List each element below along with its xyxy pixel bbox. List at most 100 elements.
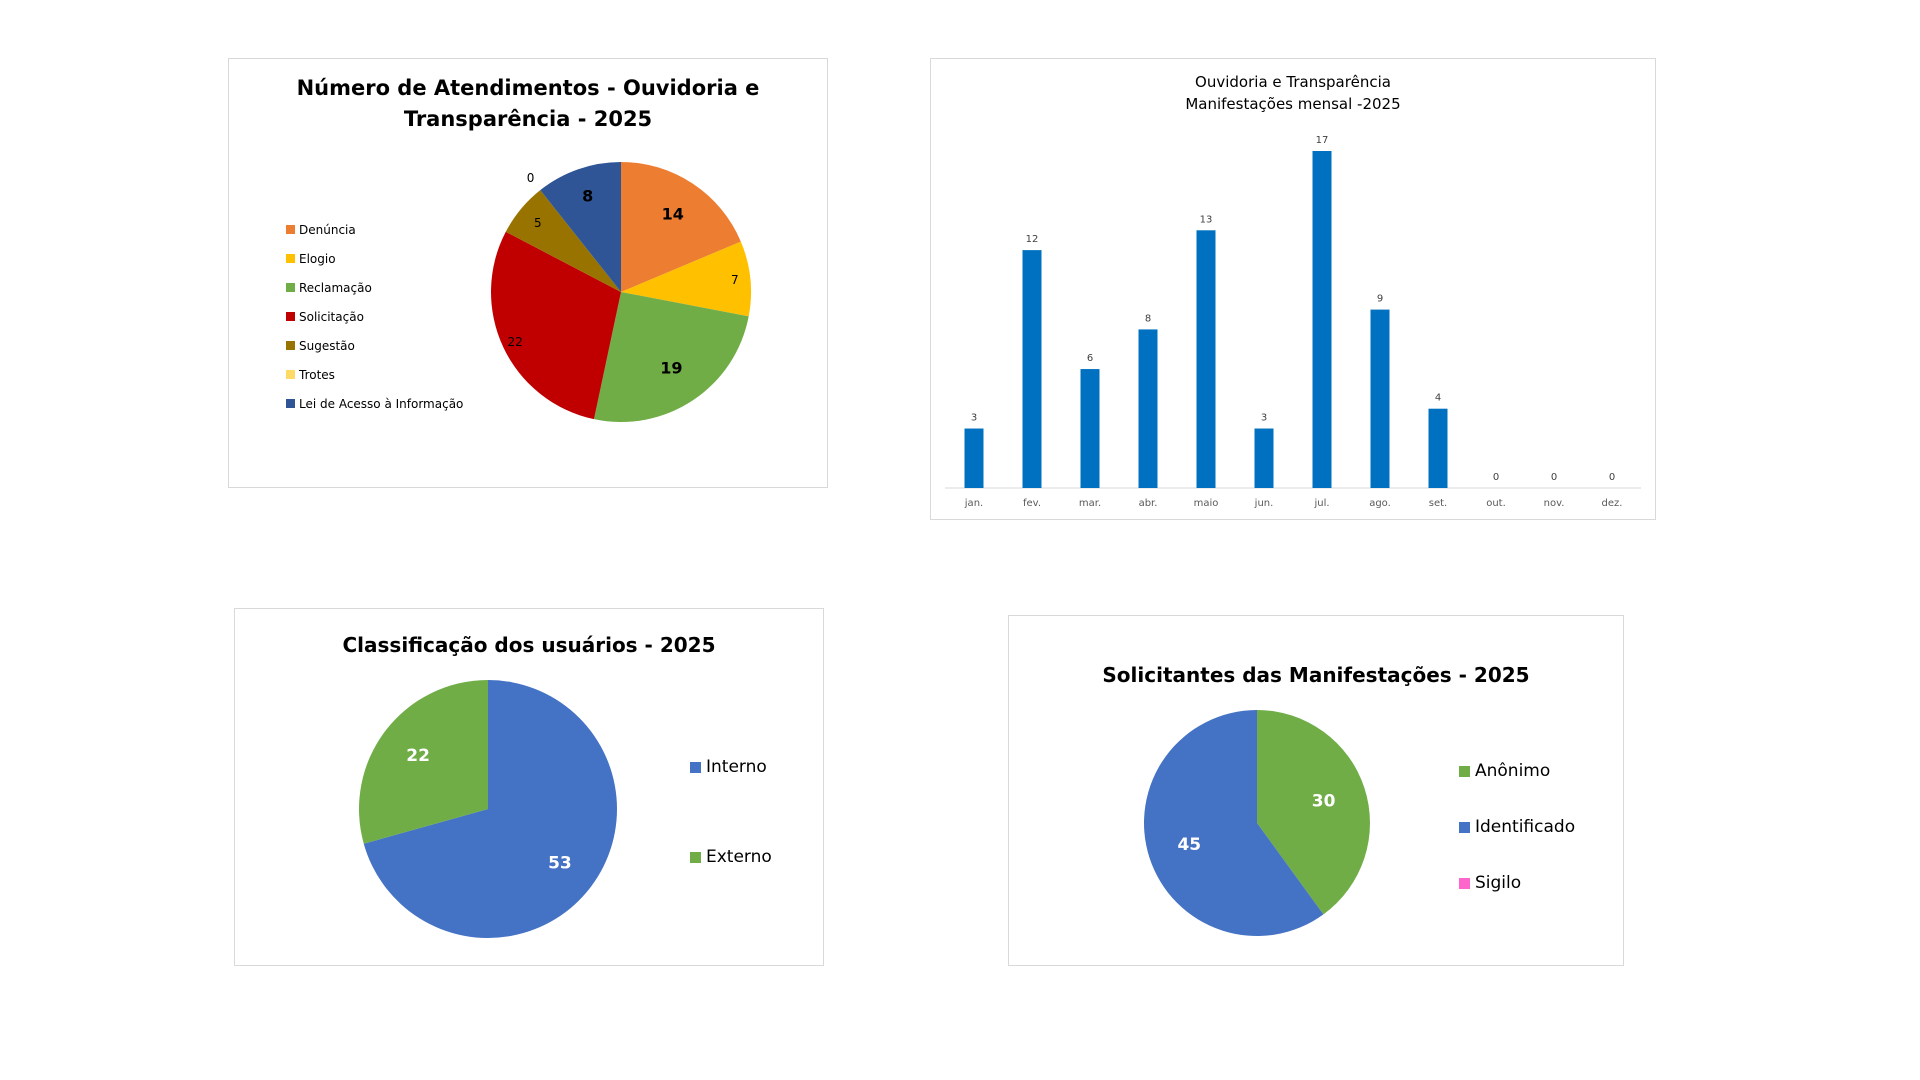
legend-item-lai: Lei de Acesso à Informação [286,389,463,418]
legend-label-solicitacao: Solicitação [299,309,364,324]
pie-slice-solicitacao [491,231,621,420]
legend-item-solicitacao: Solicitação [286,302,463,331]
chart-atendimentos-pie: 14 7 19 22 5 0 8 [491,162,751,422]
chart-solicitantes-legend: Anônimo Identificado Sigilo [1459,759,1575,895]
chart-atendimentos-title-line-2: Transparência - 2025 [403,107,653,131]
bar-value-label-set: 4 [1435,393,1441,404]
chart-mensal-title-line-1: Ouvidoria e Transparência [1195,73,1391,91]
pie-label-externo: 22 [406,746,430,766]
legend-label-externo: Externo [706,847,772,867]
x-tick-label-dez: dez. [1602,498,1623,509]
x-tick-label-fev: fev. [1023,498,1041,509]
pie-label-lei-de-acesso-a-informacao: 8 [582,187,593,206]
chart-solicitantes-panel: Solicitantes das Manifestações - 2025 30… [1008,615,1624,966]
legend-item-trotes: Trotes [286,360,463,389]
chart-mensal-title: Ouvidoria e Transparência Manifestações … [931,71,1655,115]
legend-item-identificado: Identificado [1459,815,1575,839]
x-tick-label-abr: abr. [1139,498,1158,509]
pie-slice-reclamacao [593,292,749,422]
legend-swatch-elogio [286,254,295,263]
legend-swatch-anonimo [1459,765,1470,777]
legend-label-sugestao: Sugestão [299,338,355,353]
chart-mensal-bars: 3 jan. 12 fev. 6 mar. 8 abr. 13 maio 3 jun. 17 jul. 9 a… [945,135,1641,509]
pie-slice-externo [359,680,488,844]
pie-slice-sugestao [505,190,621,292]
chart-solicitantes-title: Solicitantes das Manifestações - 2025 [1102,663,1530,687]
bar-mar [1080,369,1100,488]
legend-swatch-sigilo [1459,877,1470,889]
legend-label-denuncia: Denúncia [299,222,356,237]
chart-classificacao-title: Classificação dos usuários - 2025 [342,633,716,657]
pie-slice-interno [363,680,617,938]
legend-item-sigilo: Sigilo [1459,871,1575,895]
legend-swatch-trotes [286,370,295,379]
chart-classificacao-legend: Interno Externo [690,755,772,869]
bar-value-label-ago: 9 [1377,294,1383,305]
chart-mensal-title-line-2: Manifestações mensal -2025 [1185,95,1401,113]
legend-label-sigilo: Sigilo [1475,873,1522,893]
bar-value-label-jan: 3 [971,413,977,424]
x-tick-label-set: set. [1429,498,1447,509]
pie-slice-denuncia [621,162,741,292]
legend-item-interno: Interno [690,755,772,779]
pie-slice-anonimo [1257,710,1370,915]
chart-atendimentos-title-line-1: Número de Atendimentos - Ouvidoria e [296,76,760,100]
pie-slice-lei-de-acesso-a-informacao [540,162,621,292]
x-tick-label-ago: ago. [1369,498,1391,509]
bar-abr [1138,329,1158,488]
legend-item-externo: Externo [690,845,772,869]
legend-label-reclamacao: Reclamação [299,280,372,295]
legend-swatch-identificado [1459,821,1470,833]
legend-item-anonimo: Anônimo [1459,759,1575,783]
chart-atendimentos-legend: Denúncia Elogio Reclamação Solicitação S… [286,215,463,418]
pie-label-sugestao: 5 [534,216,542,230]
legend-swatch-sugestao [286,341,295,350]
chart-solicitantes-pie: 30 45 [1144,710,1370,936]
x-tick-label-jun: jun. [1254,498,1274,509]
x-tick-label-mar: mar. [1079,498,1101,509]
pie-label-reclamacao: 19 [660,358,682,377]
bar-value-label-dez: 0 [1609,472,1615,483]
x-tick-label-out: out. [1486,498,1506,509]
bar-fev [1022,250,1042,488]
legend-swatch-denuncia [286,225,295,234]
pie-label-identificado: 45 [1177,835,1201,855]
bar-jan [964,428,984,488]
legend-swatch-externo [690,851,701,863]
legend-swatch-reclamacao [286,283,295,292]
x-tick-label-nov: nov. [1544,498,1565,509]
bar-value-label-abr: 8 [1145,313,1151,324]
legend-swatch-lai [286,399,295,408]
pie-label-anonimo: 30 [1312,791,1336,811]
bar-jul [1312,151,1332,488]
bar-set [1428,408,1448,488]
legend-label-identificado: Identificado [1475,817,1576,837]
bar-value-label-out: 0 [1493,472,1499,483]
legend-swatch-solicitacao [286,312,295,321]
bar-value-label-nov: 0 [1551,472,1557,483]
legend-item-elogio: Elogio [286,244,463,273]
x-tick-label-jan: jan. [964,498,983,509]
legend-label-elogio: Elogio [299,251,336,266]
x-tick-label-maio: maio [1194,498,1219,509]
pie-label-solicitacao: 22 [507,335,522,349]
pie-label-denuncia: 14 [662,205,684,224]
x-tick-label-jul: jul. [1313,498,1329,509]
pie-label-elogio: 7 [731,273,739,287]
bar-maio [1196,230,1216,488]
bar-value-label-mar: 6 [1087,353,1093,364]
bar-value-label-jun: 3 [1261,413,1267,424]
pie-label-trotes: 0 [527,171,535,185]
bar-value-label-jul: 17 [1316,135,1329,146]
legend-label-lai: Lei de Acesso à Informação [299,396,464,411]
pie-slice-identificado [1144,710,1324,936]
chart-classificacao-panel: Classificação dos usuários - 2025 53 22 I… [234,608,824,966]
legend-label-trotes: Trotes [299,367,335,382]
chart-mensal-panel: Ouvidoria e Transparência Manifestações … [930,58,1656,520]
chart-atendimentos-panel: Número de Atendimentos - Ouvidoria e Tra… [228,58,828,488]
legend-label-anonimo: Anônimo [1475,761,1551,781]
bar-value-label-fev: 12 [1026,234,1039,245]
bar-jun [1254,428,1274,488]
chart-classificacao-pie: 53 22 [359,680,617,938]
legend-item-reclamacao: Reclamação [286,273,463,302]
